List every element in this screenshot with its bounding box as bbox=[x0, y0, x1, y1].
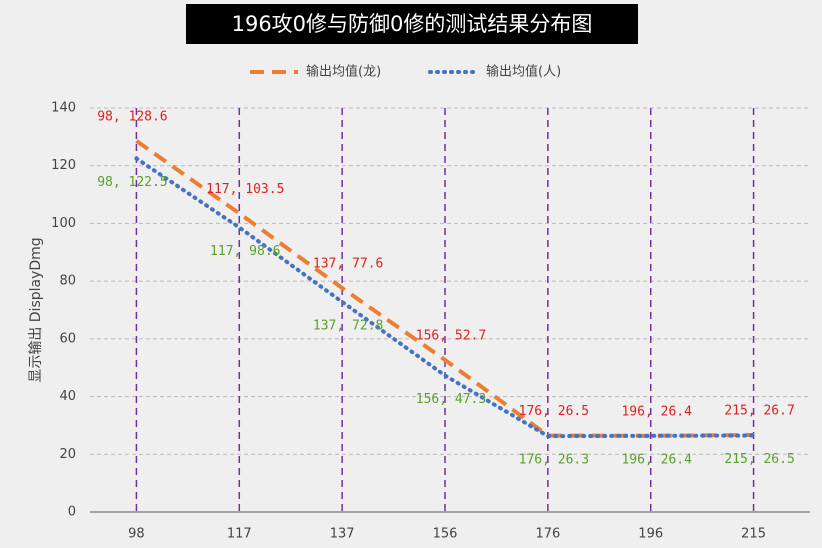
y-tick-label: 40 bbox=[59, 389, 76, 404]
data-label: 215, 26.5 bbox=[724, 452, 794, 467]
data-label: 137, 77.6 bbox=[313, 257, 383, 272]
x-tick-label: 156 bbox=[433, 527, 458, 542]
x-tick-label: 137 bbox=[330, 527, 355, 542]
y-tick-label: 140 bbox=[51, 101, 76, 116]
data-label: 196, 26.4 bbox=[621, 452, 692, 467]
data-label: 98, 122.5 bbox=[97, 175, 167, 190]
data-label: 156, 47.3 bbox=[416, 392, 486, 407]
y-axis-label: 显示输出 DisplayDmg bbox=[28, 237, 44, 382]
data-label: 196, 26.4 bbox=[621, 404, 692, 419]
legend-label: 输出均值(人) bbox=[486, 64, 561, 80]
x-tick-label: 176 bbox=[535, 527, 560, 542]
data-label: 156, 52.7 bbox=[416, 328, 486, 343]
series-line bbox=[135, 139, 754, 438]
y-tick-label: 60 bbox=[59, 331, 76, 346]
y-tick-label: 100 bbox=[51, 216, 76, 231]
legend-label: 输出均值(龙) bbox=[306, 64, 381, 80]
series-line bbox=[134, 156, 756, 439]
chart-title: 196攻0修与防御0修的测试结果分布图 bbox=[232, 12, 593, 36]
x-tick-label: 215 bbox=[741, 527, 766, 542]
data-label: 215, 26.7 bbox=[724, 403, 794, 418]
data-label: 137, 72.8 bbox=[313, 318, 383, 333]
y-tick-label: 80 bbox=[59, 274, 76, 289]
x-tick-label: 117 bbox=[227, 527, 252, 542]
data-label: 98, 128.6 bbox=[97, 109, 167, 124]
data-label: 176, 26.3 bbox=[519, 453, 589, 468]
y-tick-label: 120 bbox=[51, 158, 76, 173]
data-label: 117, 98.6 bbox=[210, 244, 280, 259]
data-label: 117, 103.5 bbox=[206, 182, 284, 197]
title-box bbox=[186, 4, 638, 44]
y-tick-label: 0 bbox=[68, 505, 76, 520]
x-tick-label: 196 bbox=[638, 527, 663, 542]
x-tick-label: 98 bbox=[128, 527, 145, 542]
y-tick-label: 20 bbox=[59, 447, 76, 462]
data-label: 176, 26.5 bbox=[519, 404, 589, 419]
